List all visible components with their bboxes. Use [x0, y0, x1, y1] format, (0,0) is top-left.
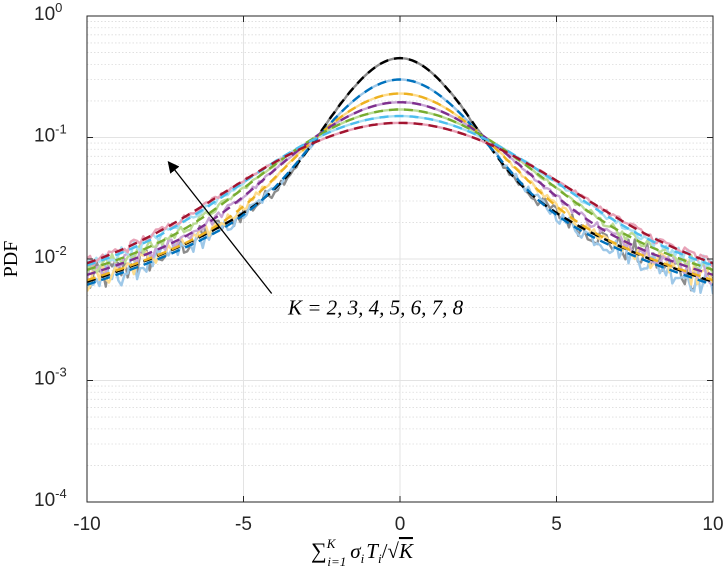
y-tick-label: 100 — [34, 0, 62, 25]
y-axis-label: PDF — [0, 241, 22, 278]
annotation-arrow — [167, 160, 273, 294]
x-tick-label: 0 — [395, 514, 406, 535]
x-axis-label-text: ∑K i=1 σiTi/√K — [311, 536, 414, 569]
axis-ticks — [86, 15, 714, 503]
x-axis-label: ∑K i=1 σiTi/√K — [311, 536, 414, 569]
x-tick-label: -5 — [235, 514, 252, 535]
annotation-label: K = 2, 3, 4, 5, 6, 7, 8 — [287, 296, 464, 320]
x-tick-label: 10 — [702, 514, 723, 535]
fit-curve-K=8 — [87, 121, 713, 265]
y-tick-label: 10-3 — [34, 365, 67, 390]
series-layer — [87, 56, 713, 295]
fit-curve-K=3 — [87, 78, 713, 286]
fit-curve-K=6 — [87, 108, 713, 272]
x-tick-labels: -10 -5 0 5 10 — [73, 514, 723, 535]
x-tick-label: -10 — [73, 514, 100, 535]
y-tick-label: 10-4 — [34, 486, 67, 511]
y-tick-label: 10-1 — [34, 122, 67, 147]
y-tick-labels: 10-4 10-3 10-2 10-1 100 — [34, 0, 67, 511]
fit-curve-K=7 — [87, 114, 713, 267]
fit-curve-K=4 — [87, 92, 713, 282]
x-tick-label: 5 — [551, 514, 562, 535]
empirical-curve-K=6 — [87, 108, 713, 275]
y-tick-label: 10-2 — [34, 243, 67, 268]
fit-curve-K=5 — [87, 101, 713, 277]
